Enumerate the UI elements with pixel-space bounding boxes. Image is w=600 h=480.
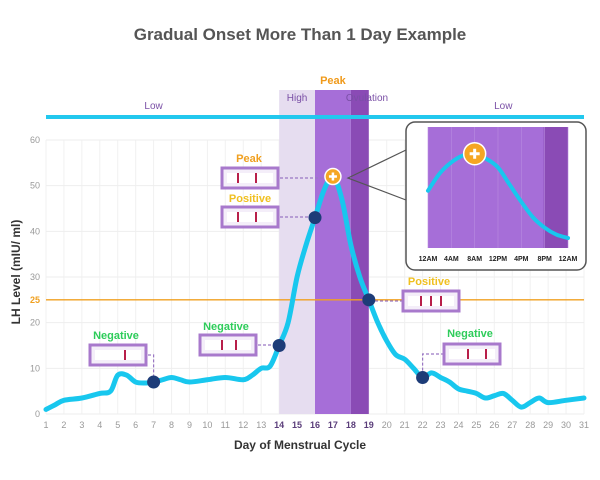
x-tick-label: 26: [489, 420, 499, 430]
band-high: [279, 90, 315, 414]
x-tick-label: 15: [292, 420, 302, 430]
test-strip-window: [227, 173, 273, 183]
test-strip-window: [205, 340, 251, 350]
x-tick-label: 5: [115, 420, 120, 430]
inset-pointer: [346, 149, 407, 201]
test-strip: [220, 205, 280, 229]
test-marker: [416, 370, 430, 384]
y-tick-label: 50: [30, 181, 40, 191]
x-tick-label: 9: [187, 420, 192, 430]
annotation-connector: [368, 299, 403, 302]
y-tick-label: 25: [30, 295, 40, 305]
x-tick-label: 22: [418, 420, 428, 430]
x-tick-label: 8: [169, 420, 174, 430]
inset-x-tick-label: 8PM: [537, 256, 552, 263]
y-tick-label: 0: [35, 409, 40, 419]
test-strip: [198, 333, 258, 357]
x-axis-label: Day of Menstrual Cycle: [234, 438, 366, 452]
x-tick-label: 4: [97, 420, 102, 430]
x-tick-label: 17: [328, 420, 338, 430]
inset-series-line: [426, 151, 570, 240]
phase-label: Ovulation: [346, 93, 388, 104]
phase-label: High: [287, 93, 308, 104]
x-tick-label: 1: [43, 420, 48, 430]
test-marker: [147, 375, 161, 389]
test-strip-window: [95, 350, 141, 360]
phase-bar: [46, 115, 584, 119]
phase-label: Low: [144, 101, 163, 112]
x-tick-label: 29: [543, 420, 553, 430]
x-tick-label: 11: [221, 420, 230, 430]
test-marker: [308, 211, 322, 225]
x-tick-label: 12: [238, 420, 248, 430]
x-tick-label: 2: [61, 420, 66, 430]
x-tick-label: 13: [256, 420, 266, 430]
x-tick-label: 20: [382, 420, 392, 430]
band-peak: [315, 90, 351, 414]
y-tick-label: 20: [30, 318, 40, 328]
annotation-label: Peak: [236, 153, 263, 165]
annotation-connector: [422, 353, 444, 378]
test-strip: [88, 343, 148, 367]
annotation-label: Negative: [203, 321, 249, 333]
phase-label: Low: [494, 101, 513, 112]
y-tick-label: 40: [30, 226, 40, 236]
test-strip: [442, 342, 502, 366]
x-tick-label: 27: [507, 420, 517, 430]
y-axis-label: LH Level (mIU/ ml): [9, 220, 23, 325]
test-strip-window: [449, 349, 495, 359]
plus-icon: [328, 172, 337, 181]
x-tick-label: 30: [561, 420, 571, 430]
annotation-label: Positive: [229, 193, 271, 205]
inset-x-tick-label: 12AM: [419, 256, 438, 263]
x-tick-label: 28: [525, 420, 535, 430]
inset-x-tick-label: 12PM: [489, 256, 507, 263]
x-tick-label: 24: [453, 420, 463, 430]
x-tick-label: 19: [364, 420, 374, 430]
test-marker: [272, 339, 286, 352]
x-tick-label: 23: [436, 420, 446, 430]
y-tick-label: 30: [30, 272, 40, 282]
x-tick-label: 10: [202, 420, 212, 430]
annotation-connector: [148, 354, 155, 383]
x-tick-label: 18: [346, 420, 356, 430]
x-tick-label: 7: [151, 420, 156, 430]
x-tick-label: 3: [79, 420, 84, 430]
x-tick-label: 16: [310, 420, 320, 430]
inset-x-tick-label: 12AM: [559, 256, 578, 263]
plus-icon: [469, 148, 480, 159]
band-ovulation: [350, 90, 369, 414]
y-tick-label: 10: [30, 363, 40, 373]
phase-label: Peak: [320, 75, 347, 87]
x-tick-label: 21: [400, 420, 410, 430]
annotation-label: Positive: [408, 276, 450, 288]
inset-x-tick-label: 4PM: [514, 256, 529, 263]
annotation-label: Negative: [447, 328, 493, 340]
x-tick-label: 6: [133, 420, 138, 430]
y-tick-label: 60: [30, 135, 40, 145]
inset-x-tick-label: 8AM: [467, 256, 482, 263]
test-marker: [362, 293, 376, 307]
x-tick-label: 31: [579, 420, 589, 430]
x-tick-label: 25: [471, 420, 481, 430]
inset-x-tick-label: 4AM: [444, 256, 459, 263]
test-strip-window: [227, 212, 273, 222]
chart-title: Gradual Onset More Than 1 Day Example: [134, 25, 467, 44]
test-strip: [220, 166, 280, 190]
test-strip: [401, 289, 461, 313]
x-tick-label: 14: [274, 420, 284, 430]
annotation-label: Negative: [93, 330, 139, 342]
